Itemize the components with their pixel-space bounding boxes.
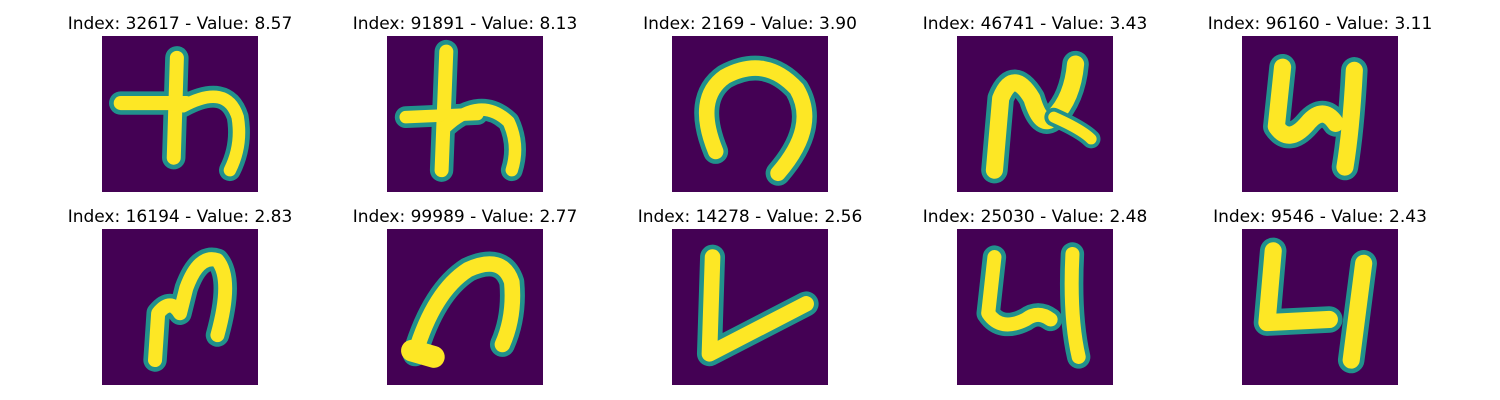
digit-image xyxy=(102,229,258,385)
panel-title: Index: 14278 - Value: 2.56 xyxy=(637,207,863,227)
panel-title: Index: 25030 - Value: 2.48 xyxy=(922,207,1148,227)
digit-image xyxy=(957,36,1113,192)
panel-title: Index: 91891 - Value: 8.13 xyxy=(352,14,578,34)
panel-4: Index: 46741 - Value: 3.43 xyxy=(905,12,1165,192)
panel-7: Index: 99989 - Value: 2.77 xyxy=(335,205,595,385)
digit-image xyxy=(1242,229,1398,385)
digit-image xyxy=(387,229,543,385)
panel-2: Index: 91891 - Value: 8.13 xyxy=(335,12,595,192)
digit-image xyxy=(387,36,543,192)
digit-image xyxy=(672,36,828,192)
panel-title: Index: 46741 - Value: 3.43 xyxy=(922,14,1148,34)
digit-image xyxy=(672,229,828,385)
panel-title: Index: 9546 - Value: 2.43 xyxy=(1213,207,1427,227)
panel-9: Index: 25030 - Value: 2.48 xyxy=(905,205,1165,385)
panel-title: Index: 2169 - Value: 3.90 xyxy=(643,14,857,34)
panel-title: Index: 96160 - Value: 3.11 xyxy=(1207,14,1433,34)
digit-image xyxy=(957,229,1113,385)
panel-title: Index: 16194 - Value: 2.83 xyxy=(67,207,293,227)
panel-title: Index: 32617 - Value: 8.57 xyxy=(67,14,293,34)
panel-title: Index: 99989 - Value: 2.77 xyxy=(352,207,578,227)
panel-1: Index: 32617 - Value: 8.57 xyxy=(50,12,310,192)
panel-3: Index: 2169 - Value: 3.90 xyxy=(620,12,880,192)
digit-image xyxy=(102,36,258,192)
digit-image xyxy=(1242,36,1398,192)
panel-6: Index: 16194 - Value: 2.83 xyxy=(50,205,310,385)
panel-10: Index: 9546 - Value: 2.43 xyxy=(1190,205,1450,385)
panel-5: Index: 96160 - Value: 3.11 xyxy=(1190,12,1450,192)
panel-8: Index: 14278 - Value: 2.56 xyxy=(620,205,880,385)
